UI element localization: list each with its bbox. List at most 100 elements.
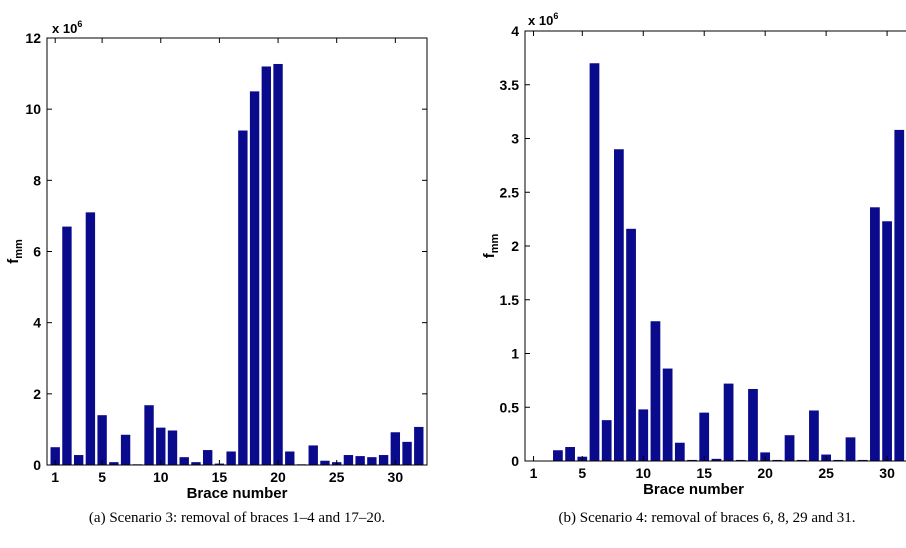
ytick-label-b: 3	[511, 131, 519, 147]
y-multiplier-base-b: x 10	[528, 13, 553, 28]
bar-a-brace-11	[167, 430, 178, 465]
axes-box-a	[46, 37, 428, 466]
bar-a-brace-5	[97, 415, 107, 465]
bar-b-brace-28	[857, 459, 868, 461]
bar-a-brace-3	[73, 455, 84, 465]
ytick-label-a: 6	[33, 244, 41, 260]
ytick-label-a: 0	[33, 457, 41, 473]
bar-b-brace-8	[614, 149, 624, 461]
bar-b-brace-29	[870, 207, 880, 461]
bar-b-brace-31	[894, 129, 905, 461]
bar-a-brace-10	[156, 427, 166, 465]
ylabel-main-a: f	[5, 258, 22, 264]
bar-a-brace-2	[62, 226, 72, 465]
bar-b-brace-18	[735, 459, 746, 461]
ytick-label-b: 2.5	[500, 184, 520, 200]
bar-a-brace-13	[191, 462, 201, 465]
ylabel-a: fmm	[5, 239, 25, 264]
bar-a-brace-6	[109, 462, 119, 465]
xtick-label-b: 30	[879, 465, 895, 481]
ytick-label-b: 0	[511, 453, 519, 469]
y-multiplier-a: x 106	[52, 19, 82, 36]
xtick-label-a: 1	[51, 469, 59, 485]
bar-a-brace-26	[343, 455, 354, 465]
bar-a-brace-20	[273, 63, 283, 465]
bar-b-brace-26	[833, 459, 844, 461]
xtick-label-a: 20	[270, 469, 286, 485]
ylabel-main-b: f	[481, 252, 498, 258]
ytick-label-a: 2	[33, 386, 41, 402]
bar-b-brace-10	[638, 409, 649, 461]
ylabel-sub-b: mm	[489, 234, 501, 254]
caption-a: (a) Scenario 3: removal of braces 1–4 an…	[89, 510, 385, 526]
ytick-label-b: 3.5	[500, 77, 520, 93]
ytick-label-a: 10	[25, 101, 41, 117]
bar-a-brace-23	[308, 445, 318, 465]
bar-b-brace-30	[882, 221, 892, 461]
y-multiplier-exp-b: 6	[553, 11, 558, 21]
bar-b-brace-13	[674, 442, 685, 461]
bar-a-brace-9	[144, 405, 154, 465]
bar-a-brace-7	[120, 434, 131, 465]
bar-b-brace-9	[626, 228, 636, 461]
ytick-label-a: 8	[33, 172, 41, 188]
bar-b-brace-15	[699, 412, 710, 462]
bar-a-brace-17	[238, 130, 248, 465]
bar-b-brace-6	[589, 63, 600, 461]
xlabel-a: Brace number	[187, 485, 288, 502]
axes-box-b	[524, 30, 906, 462]
bar-a-brace-30	[390, 432, 401, 465]
bar-b-brace-22	[784, 435, 795, 461]
panel-b-chart: 00.511.522.533.541 5 10 15 20 25 30x 106Brace …	[481, 11, 906, 526]
bar-a-brace-28	[367, 457, 377, 465]
bar-a-brace-32	[414, 426, 424, 465]
bar-a-brace-18	[249, 91, 260, 466]
y-multiplier-b: x 106	[528, 11, 558, 28]
ytick-label-b: 0.5	[500, 399, 520, 415]
ytick-label-b: 1.5	[500, 292, 520, 308]
bar-a-brace-12	[179, 457, 189, 465]
xtick-label-a: 30	[388, 469, 404, 485]
bar-b-brace-14	[687, 459, 697, 461]
y-multiplier-exp-a: 6	[77, 19, 82, 29]
bar-a-brace-29	[378, 455, 389, 465]
xtick-label-b: 1	[530, 465, 538, 481]
bar-a-brace-14	[202, 450, 213, 465]
y-multiplier-base-a: x 10	[52, 21, 77, 36]
bar-b-brace-16	[711, 458, 722, 461]
bar-b-brace-24	[809, 410, 819, 461]
ylabel-b: fmm	[481, 234, 501, 259]
ylabel-sub-a: mm	[13, 239, 25, 259]
xtick-label-b: 10	[635, 465, 651, 481]
xtick-label-a: 10	[153, 469, 169, 485]
xtick-label-a: 25	[329, 469, 345, 485]
bar-a-brace-4	[85, 212, 96, 465]
ytick-label-b: 4	[511, 23, 519, 39]
bar-a-brace-1	[50, 447, 60, 465]
xtick-label-b: 20	[757, 465, 773, 481]
ytick-label-b: 1	[511, 346, 519, 362]
bar-a-brace-24	[320, 460, 330, 465]
ytick-label-a: 12	[25, 30, 41, 46]
xtick-label-b: 25	[818, 465, 834, 481]
bar-b-brace-21	[772, 459, 783, 461]
xlabel-b: Brace number	[643, 481, 744, 498]
bar-a-brace-27	[355, 456, 365, 465]
bar-b-brace-7	[601, 420, 612, 461]
xtick-label-a: 15	[212, 469, 228, 485]
bar-a-brace-16	[226, 451, 236, 465]
bar-b-brace-23	[796, 459, 807, 461]
ytick-label-b: 2	[511, 238, 519, 254]
bar-b-brace-17	[723, 383, 734, 461]
xtick-label-b: 5	[578, 465, 586, 481]
xtick-label-b: 15	[696, 465, 712, 481]
ytick-label-a: 4	[33, 315, 41, 331]
xtick-label-a: 5	[98, 469, 106, 485]
bar-b-brace-27	[845, 437, 856, 461]
bar-a-brace-19	[261, 66, 272, 465]
caption-b: (b) Scenario 4: removal of braces 6, 8, …	[559, 510, 856, 526]
bar-b-brace-3	[553, 450, 563, 461]
bar-b-brace-4	[565, 447, 575, 461]
